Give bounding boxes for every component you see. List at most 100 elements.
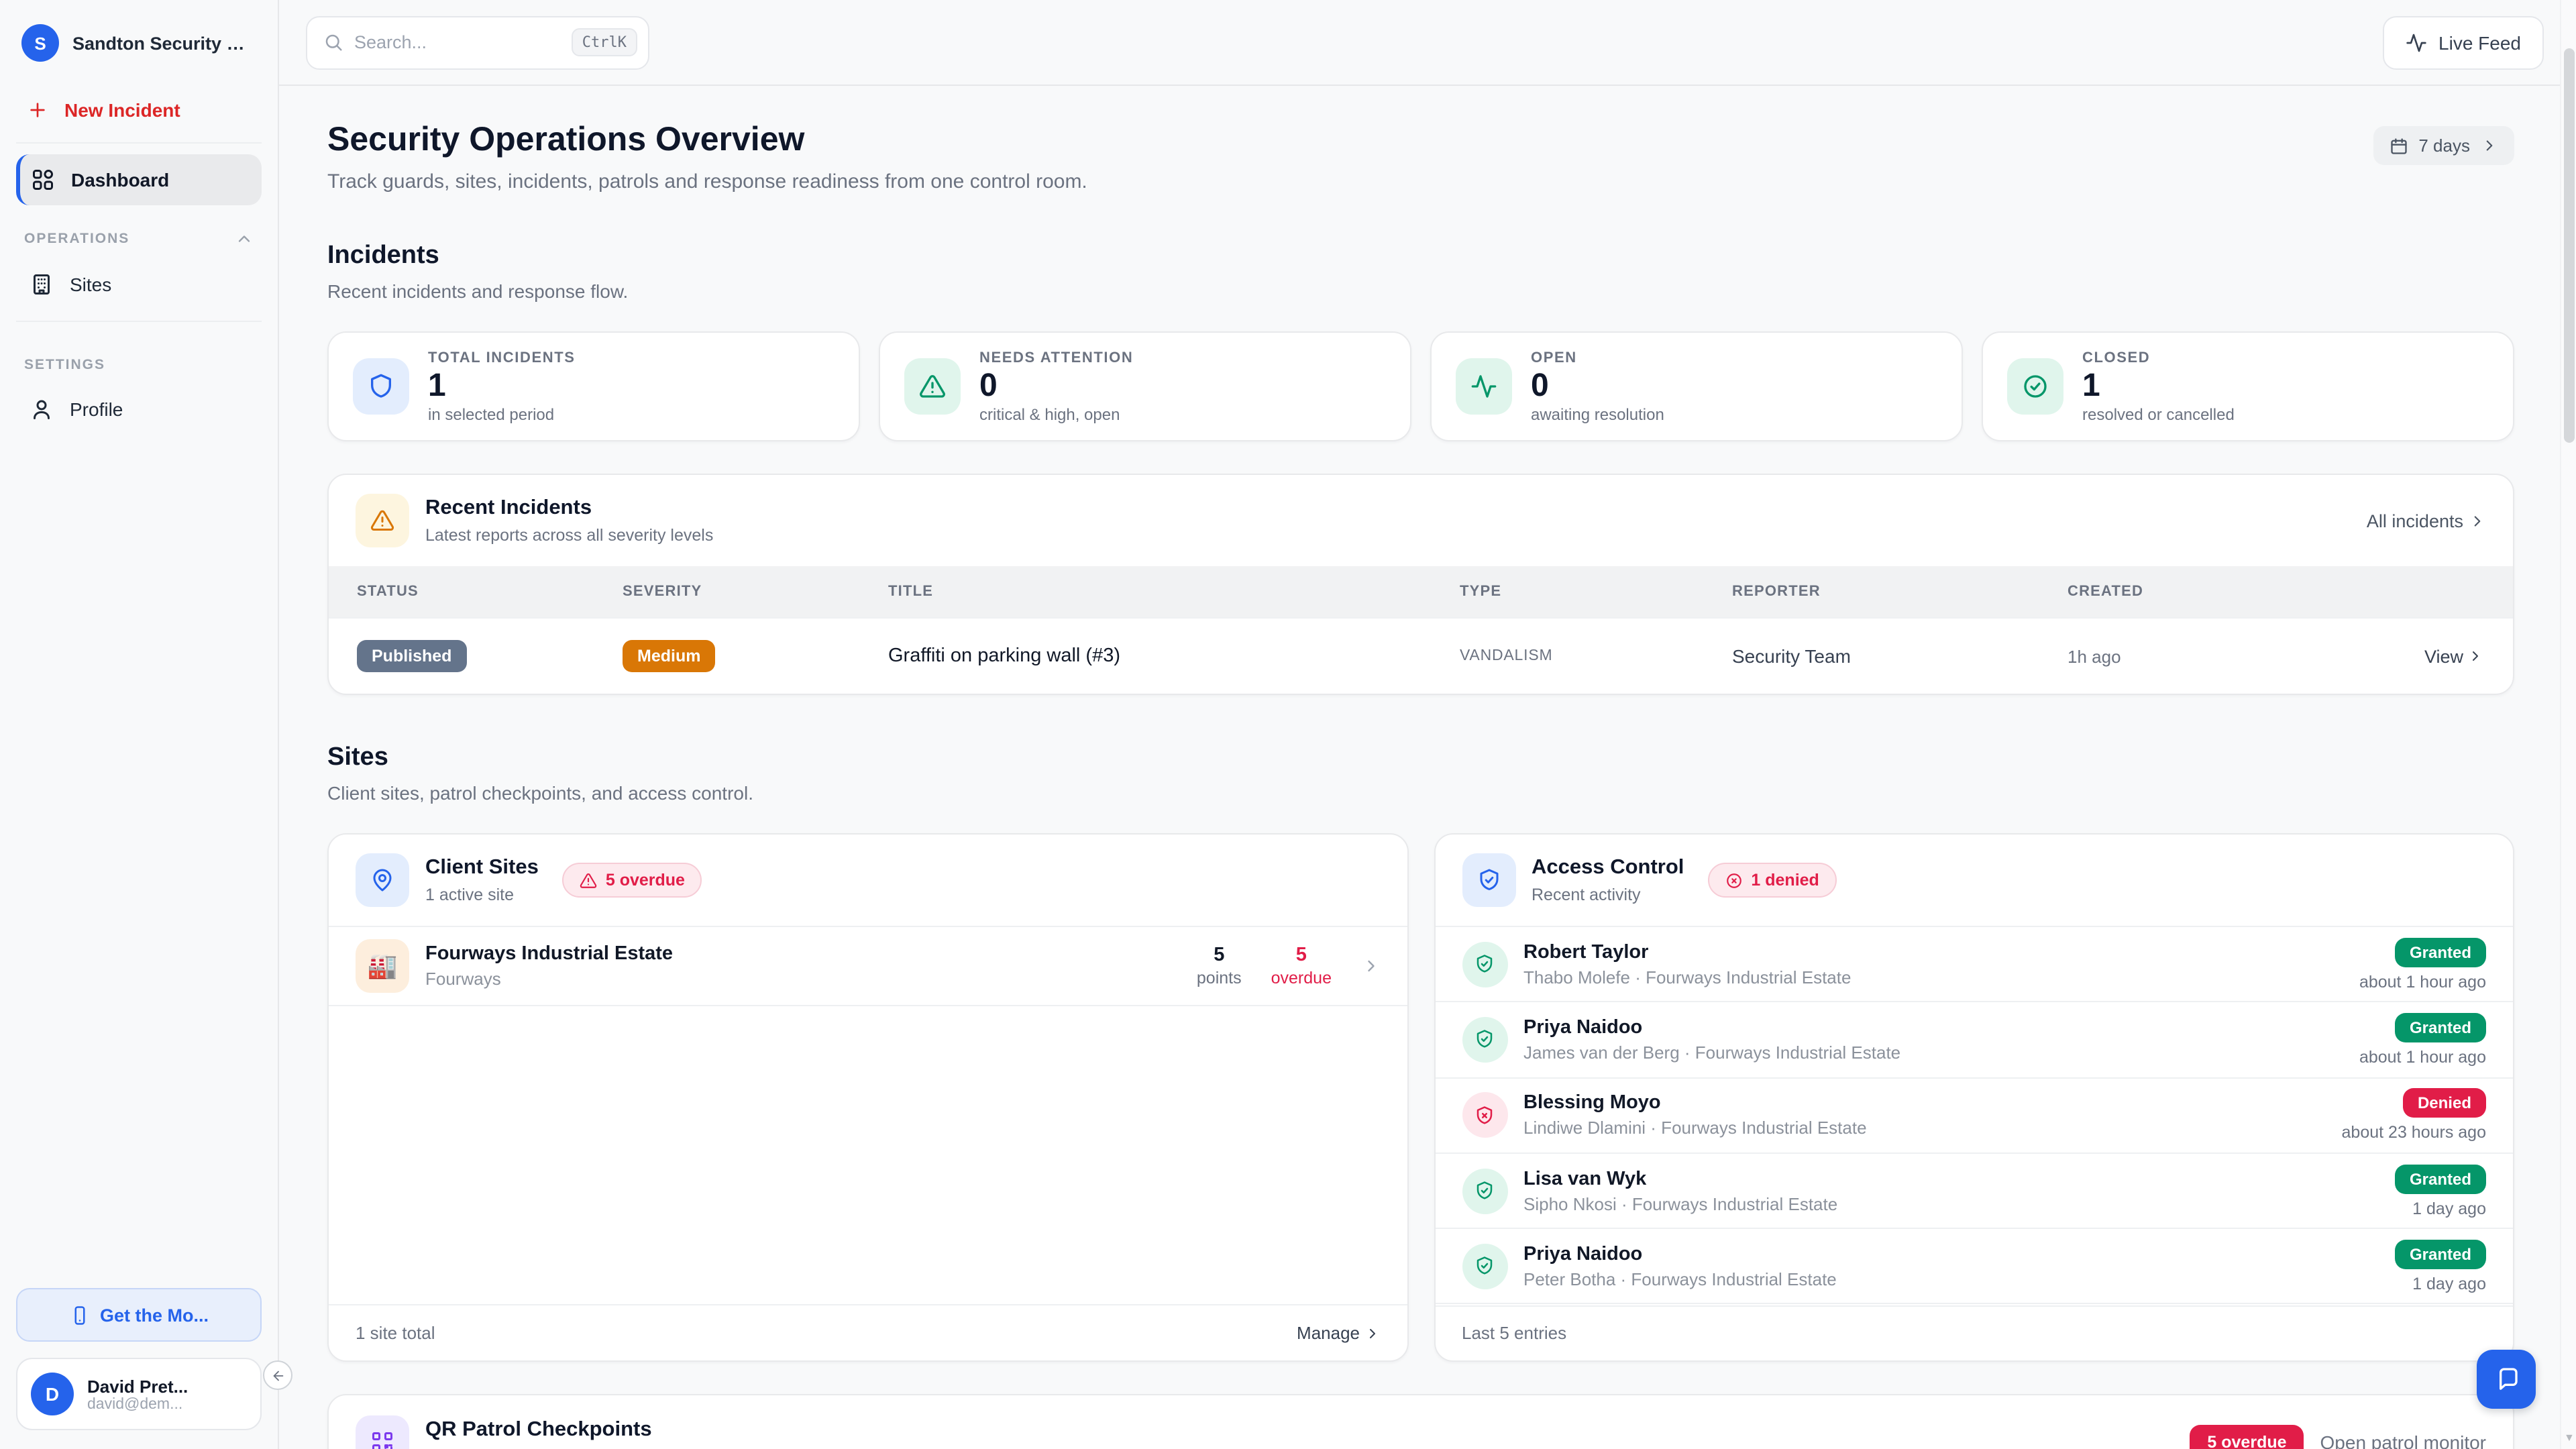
shield-check-icon [1462,853,1515,907]
access-detail: Lindiwe Dlamini · Fourways Industrial Es… [1523,1118,1867,1138]
live-feed-label: Live Feed [2438,32,2521,53]
page-title: Security Operations Overview [327,121,805,158]
sidebar-collapse-button[interactable] [263,1360,292,1390]
access-control-title: Access Control [1532,856,1684,879]
recent-incidents-subtitle: Latest reports across all severity level… [425,526,714,545]
access-time: about 1 hour ago [2359,972,2486,991]
scrollbar-down-arrow[interactable]: ▼ [2564,1432,2575,1444]
stat-card-needs-attention: NEEDS ATTENTION 0 critical & high, open [879,331,1411,441]
stat-label: TOTAL INCIDENTS [428,350,576,366]
sidebar: S Sandton Security Ser... New Incident D… [0,0,292,1449]
access-detail: Peter Botha · Fourways Industrial Estate [1523,1269,1837,1289]
sidebar-divider [16,321,262,322]
keyboard-shortcut-badge: CtrlK [571,28,637,56]
access-row[interactable]: Priya Naidoo James van der Berg · Fourwa… [1435,1003,2513,1079]
manage-sites-link[interactable]: Manage [1297,1323,1380,1343]
access-row[interactable]: Priya Naidoo Peter Botha · Fourways Indu… [1435,1229,2513,1305]
topbar: CtrlK Live Feed [279,0,2576,86]
access-row[interactable]: Lisa van Wyk Sipho Nkosi · Fourways Indu… [1435,1154,2513,1230]
last-entries-label: Last 5 entries [1462,1323,1567,1344]
new-incident-button[interactable]: New Incident [16,89,262,131]
user-icon [34,400,50,419]
recent-incidents-header: Recent Incidents Latest reports across a… [329,475,2513,566]
chevron-right-icon [1367,960,1374,972]
column-header-severity: SEVERITY [623,584,702,600]
incident-reporter: Security Team [1732,645,1851,667]
access-control-header: Access Control Recent activity 1 denied [1435,835,2513,927]
search-input[interactable] [354,32,561,52]
column-header-reporter: REPORTER [1732,584,1821,600]
sidebar-item-profile[interactable]: Profile [16,384,262,435]
denied-alert-pill: 1 denied [1708,863,1837,898]
access-detail: Thabo Molefe · Fourways Industrial Estat… [1523,967,1851,987]
access-time: about 23 hours ago [2341,1123,2486,1142]
access-row[interactable]: Robert Taylor Thabo Molefe · Fourways In… [1435,927,2513,1003]
granted-badge: Granted [2394,937,2486,967]
sites-heading: Sites [327,743,388,771]
smartphone-icon [74,1305,85,1324]
incident-table-row[interactable]: Published Medium Graffiti on parking wal… [329,617,2513,694]
alert-triangle-icon [904,358,961,415]
status-badge: Published [357,640,467,672]
plus-icon [30,103,45,117]
incident-created: 1h ago [2068,646,2121,666]
sidebar-item-dashboard[interactable]: Dashboard [16,154,262,205]
stat-label: CLOSED [2082,350,2151,366]
granted-badge: Granted [2394,1164,2486,1194]
stat-card-open: OPEN 0 awaiting resolution [1430,331,1963,441]
shield-check-icon [1462,941,1507,987]
search-box[interactable]: CtrlK [306,15,649,69]
arrow-left-icon [272,1370,283,1381]
user-name: David Pret... [87,1376,189,1396]
client-sites-title: Client Sites [425,856,539,879]
open-patrol-monitor-link[interactable]: Open patrol monitor [2320,1432,2486,1449]
user-card[interactable]: D David Pret... david@dem... [16,1358,262,1430]
all-incidents-link[interactable]: All incidents [2367,511,2486,531]
brand[interactable]: S Sandton Security Ser... [16,19,262,67]
sidebar-bottom: Get the Mo... D David Pret... david@dem.… [16,1288,262,1430]
brand-name: Sandton Security Ser... [72,33,256,53]
site-metrics: 5 points 5 overdue [1197,945,1380,987]
access-person-name: Blessing Moyo [1523,1092,1661,1114]
points-label: points [1196,969,1242,987]
sidebar-section-operations[interactable]: OPERATIONS [24,229,254,248]
access-row[interactable]: Blessing Moyo Lindiwe Dlamini · Fourways… [1435,1078,2513,1154]
content: Security Operations Overview Track guard… [279,86,2576,1449]
access-person-name: Priya Naidoo [1523,1016,1643,1038]
chat-widget-button[interactable] [2477,1350,2536,1409]
stat-sub: critical & high, open [979,405,1120,423]
access-control-subtitle: Recent activity [1532,885,1641,904]
view-incident-link[interactable]: View [2424,646,2483,666]
sidebar-section-settings: SETTINGS [24,357,254,373]
get-app-label: Get the Mo... [100,1305,209,1325]
column-header-type: TYPE [1460,584,1502,600]
settings-section-label: SETTINGS [24,357,106,373]
live-feed-button[interactable]: Live Feed [2382,15,2544,69]
user-email: david@dem... [87,1396,183,1412]
view-label: View [2424,646,2463,666]
shield-x-icon [1462,1092,1507,1138]
qr-overdue-badge[interactable]: 5 overdue [2190,1425,2304,1449]
get-mobile-app-button[interactable]: Get the Mo... [16,1288,262,1342]
building-icon [34,274,50,294]
scrollbar-thumb[interactable] [2564,48,2575,443]
client-sites-footer: 1 site total Manage [329,1304,1407,1360]
access-person-name: Priya Naidoo [1523,1243,1643,1265]
site-row-fourways[interactable]: 🏭 Fourways Industrial Estate Fourways 5 … [329,927,1407,1006]
factory-icon: 🏭 [356,939,409,993]
date-range-selector[interactable]: 7 days [2373,126,2514,165]
points-metric: 5 points [1197,945,1242,987]
incident-type: VANDALISM [1460,648,1553,664]
chevron-right-icon [1369,1328,1375,1338]
activity-pulse-icon [1456,358,1512,415]
page-subtitle: Track guards, sites, incidents, patrols … [327,170,1087,193]
activity-pulse-icon [2406,33,2426,52]
alert-triangle-icon [580,873,598,888]
map-pin-icon [356,853,409,907]
sidebar-item-sites[interactable]: Sites [16,259,262,310]
stat-sub: in selected period [428,405,555,423]
user-avatar: D [31,1373,74,1415]
main-area: CtrlK Live Feed Security Operations Over… [279,0,2576,1449]
column-header-title: TITLE [888,584,934,600]
page-scrollbar[interactable]: ▼ [2560,0,2576,1449]
